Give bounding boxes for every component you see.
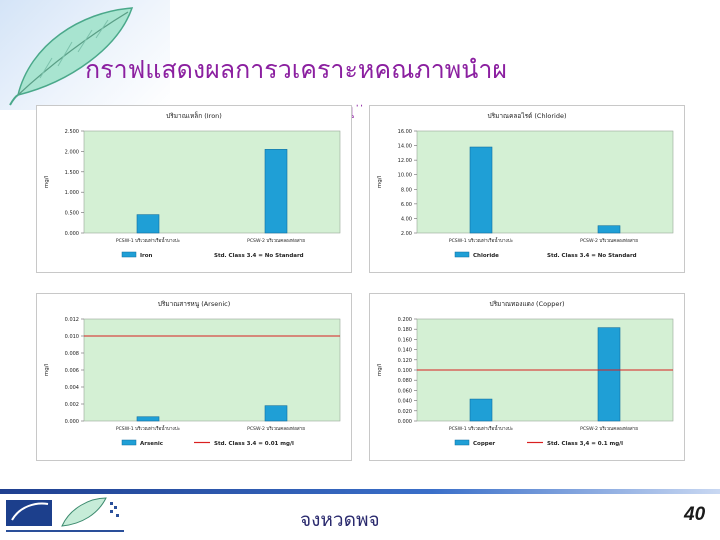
chart-svg: ปริมาณเหล็ก (Iron) 0.000 0.500 1.000 1.500 2.… <box>36 105 352 273</box>
y-axis-label: mg/l <box>44 175 50 188</box>
page-title: กราฟแสดงผลการวเคราะหคณภาพนำผ <box>85 55 508 84</box>
y-tick-label: 0.040 <box>398 399 412 405</box>
y-tick-label: 0.012 <box>65 317 79 323</box>
legend-label: Iron <box>140 253 153 259</box>
y-tick-label: 0.140 <box>398 348 412 354</box>
y-tick-label: 10.00 <box>398 173 412 179</box>
chart-svg: ปริมาณสารหนู (Arsenic) 0.000 0.002 0.004 0.0… <box>36 293 352 461</box>
y-axis-label: mg/l <box>377 363 383 376</box>
y-tick-label: 2.000 <box>65 149 79 155</box>
bar <box>136 214 160 234</box>
y-tick-label: 0.020 <box>398 409 412 415</box>
bar <box>469 398 493 422</box>
x-tick-label: PCSW-1 บริเวณท่าเรือน้ำบางปะ <box>449 425 514 432</box>
x-tick-label: PCSW-2 บริเวณคลองท่อสาย <box>247 426 305 432</box>
y-axis-label: mg/l <box>377 175 383 188</box>
x-tick-label: PCSW-2 บริเวณคลองท่อสาย <box>580 238 638 244</box>
chart-chloride: ปริมาณคลอไรด์ (Chloride) 2.00 4.00 6.00 8.00… <box>369 105 685 273</box>
y-tick-label: 0.080 <box>398 378 412 384</box>
y-tick-label: 16.00 <box>398 129 412 135</box>
y-tick-label: 2.500 <box>65 129 79 135</box>
y-tick-label: 0.180 <box>398 327 412 333</box>
x-tick-label: PCSW-1 บริเวณท่าเรือน้ำบางปะ <box>449 237 514 244</box>
legend-swatch-bar <box>454 251 470 258</box>
y-tick-label: 0.000 <box>398 419 412 425</box>
leaf-logo-icon <box>9 7 134 106</box>
footer-text: จงหวดพจ <box>300 509 380 531</box>
y-tick-label: 0.000 <box>65 419 79 425</box>
y-tick-label: 4.00 <box>401 216 412 222</box>
legend-swatch-bar <box>121 439 137 446</box>
bar <box>264 149 288 234</box>
chart-title: ปริมาณเหล็ก (Iron) <box>166 111 222 120</box>
legend-label: Copper <box>473 441 495 447</box>
bar <box>136 416 160 422</box>
plot-area <box>416 130 674 234</box>
legend-label: Std. Class 3,4 = 0.1 mg/l <box>547 441 623 447</box>
x-tick-label: PCSW-1 บริเวณท่าเรือน้ำบางปะ <box>116 237 181 244</box>
y-tick-label: 0.060 <box>398 388 412 394</box>
bar <box>597 327 621 422</box>
y-tick-label: 0.008 <box>65 351 79 357</box>
chart-svg: ปริมาณคลอไรด์ (Chloride) 2.00 4.00 6.00 8.00… <box>369 105 685 273</box>
y-tick-label: 0.000 <box>65 231 79 237</box>
y-tick-label: 14.00 <box>398 144 412 150</box>
page-number: 40 <box>684 504 706 525</box>
y-tick-label: 0.120 <box>398 358 412 364</box>
legend-swatch-bar <box>454 439 470 446</box>
y-tick-label: 8.00 <box>401 187 412 193</box>
y-tick-label: 0.010 <box>65 334 79 340</box>
legend-label: Std. Class 3.4 = 0.01 mg/l <box>214 441 294 447</box>
legend-label: Std. Class 3.4 = No Standard <box>214 253 304 259</box>
y-tick-label: 1.000 <box>65 190 79 196</box>
legend-label: Arsenic <box>140 441 163 447</box>
y-tick-label: 0.200 <box>398 317 412 323</box>
y-tick-label: 0.006 <box>65 368 79 374</box>
x-tick-label: PCSW-2 บริเวณคลองท่อสาย <box>247 238 305 244</box>
y-axis-label: mg/l <box>44 363 50 376</box>
organization-logo-icon <box>6 497 124 532</box>
x-tick-label: PCSW-1 บริเวณท่าเรือน้ำบางปะ <box>116 425 181 432</box>
bar <box>597 225 621 234</box>
footer-divider <box>0 489 720 494</box>
plot-area <box>83 318 341 422</box>
y-tick-label: 1.500 <box>65 170 79 176</box>
chart-arsenic: ปริมาณสารหนู (Arsenic) 0.000 0.002 0.004 0.0… <box>36 293 352 461</box>
bar <box>264 405 288 422</box>
y-tick-label: 0.100 <box>398 368 412 374</box>
legend-label: Chloride <box>473 253 499 259</box>
y-tick-label: 0.002 <box>65 402 79 408</box>
y-tick-label: 0.500 <box>65 211 79 217</box>
chart-copper: ปริมาณทองแดง (Copper) 0.000 0.020 0.040 0.06… <box>369 293 685 461</box>
legend-label: Std. Class 3.4 = No Standard <box>547 253 637 259</box>
chart-title: ปริมาณสารหนู (Arsenic) <box>158 300 231 308</box>
y-tick-label: 0.160 <box>398 337 412 343</box>
y-tick-label: 2.00 <box>401 231 412 237</box>
y-tick-label: 0.004 <box>65 385 79 391</box>
plot-area <box>83 130 341 234</box>
chart-iron: ปริมาณเหล็ก (Iron) 0.000 0.500 1.000 1.500 2.… <box>36 105 352 273</box>
chart-svg: ปริมาณทองแดง (Copper) 0.000 0.020 0.040 0.06… <box>369 293 685 461</box>
y-tick-label: 6.00 <box>401 202 412 208</box>
chart-title: ปริมาณทองแดง (Copper) <box>489 300 564 308</box>
y-tick-label: 12.00 <box>398 158 412 164</box>
bar <box>469 146 493 234</box>
x-tick-label: PCSW-2 บริเวณคลองท่อสาย <box>580 426 638 432</box>
chart-title: ปริมาณคลอไรด์ (Chloride) <box>488 112 567 120</box>
legend-swatch-bar <box>121 251 137 258</box>
